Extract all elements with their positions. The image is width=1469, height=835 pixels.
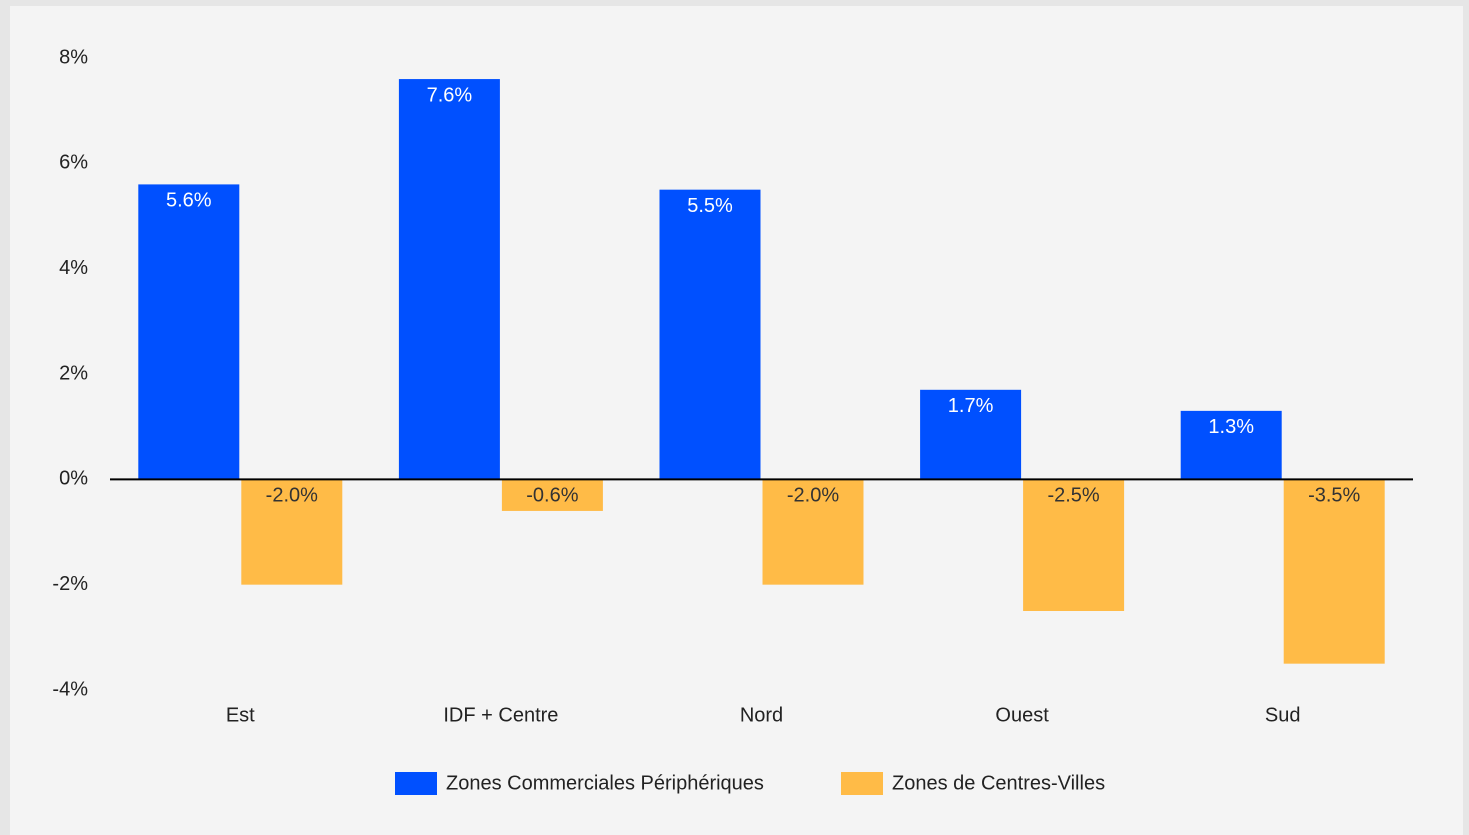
value-label: -2.0% [266, 485, 318, 507]
bar [1283, 479, 1385, 664]
legend-label: Zones Commerciales Périphériques [446, 772, 764, 794]
x-tick-label: Nord [740, 704, 783, 726]
legend-swatch [841, 772, 883, 795]
value-label: -2.0% [787, 485, 839, 507]
bar [1180, 410, 1282, 480]
legend-swatch [395, 772, 437, 795]
y-tick-label: 8% [59, 46, 88, 68]
value-label: 5.6% [166, 190, 212, 212]
value-label: -2.5% [1047, 485, 1099, 507]
value-label: -0.6% [526, 485, 578, 507]
bar [659, 189, 761, 480]
y-tick-label: 4% [59, 257, 88, 279]
bar [920, 389, 1022, 480]
y-tick-label: 0% [59, 468, 88, 490]
x-tick-label: Est [226, 704, 255, 726]
x-tick-label: Ouest [995, 704, 1049, 726]
bar [501, 479, 603, 511]
value-label: 1.7% [948, 395, 994, 417]
bar [762, 479, 864, 585]
bar [1023, 479, 1125, 611]
legend-label: Zones de Centres-Villes [892, 772, 1105, 794]
value-label: 7.6% [427, 84, 473, 106]
y-tick-label: 2% [59, 362, 88, 384]
value-label: 5.5% [687, 195, 733, 217]
bar [138, 184, 240, 480]
value-label: 1.3% [1208, 416, 1254, 438]
value-label: -3.5% [1308, 485, 1360, 507]
y-tick-label: -4% [52, 678, 88, 700]
x-tick-label: IDF + Centre [443, 704, 558, 726]
bar [398, 79, 500, 480]
x-tick-label: Sud [1265, 704, 1301, 726]
y-tick-label: 6% [59, 152, 88, 174]
y-tick-label: -2% [52, 573, 88, 595]
bar [241, 479, 343, 585]
